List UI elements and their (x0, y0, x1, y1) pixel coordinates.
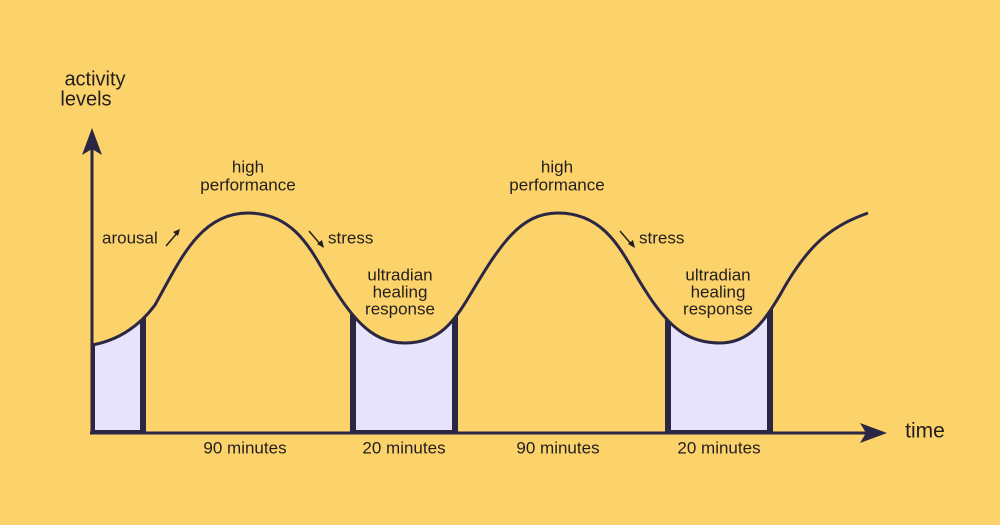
y-axis-label: levels (60, 88, 111, 110)
arrowhead (317, 240, 324, 248)
duration-label: 90 minutes (516, 438, 599, 457)
y-axis-label: activity (64, 68, 125, 90)
arrowhead (173, 229, 180, 236)
peak-label: performance (509, 175, 604, 194)
peak-label: high (232, 157, 264, 176)
arousal-label: arousal (102, 228, 158, 247)
activity-curve (91, 211, 869, 347)
trough-label: ultradian (367, 265, 432, 284)
x-axis-label: time (905, 420, 945, 443)
stress-label: stress (639, 228, 684, 247)
duration-label: 20 minutes (677, 438, 760, 457)
peak-label: high (541, 157, 573, 176)
arrowhead (628, 240, 635, 248)
stress-label: stress (328, 228, 373, 247)
y-axis-arrow (82, 128, 102, 155)
trough-label: response (683, 299, 753, 318)
trough-label: healing (691, 282, 746, 301)
trough-label: response (365, 299, 435, 318)
duration-label: 20 minutes (362, 438, 445, 457)
duration-label: 90 minutes (203, 438, 286, 457)
x-axis-arrow (860, 423, 887, 443)
trough-label: ultradian (685, 265, 750, 284)
peak-label: performance (200, 175, 295, 194)
trough-label: healing (373, 282, 428, 301)
